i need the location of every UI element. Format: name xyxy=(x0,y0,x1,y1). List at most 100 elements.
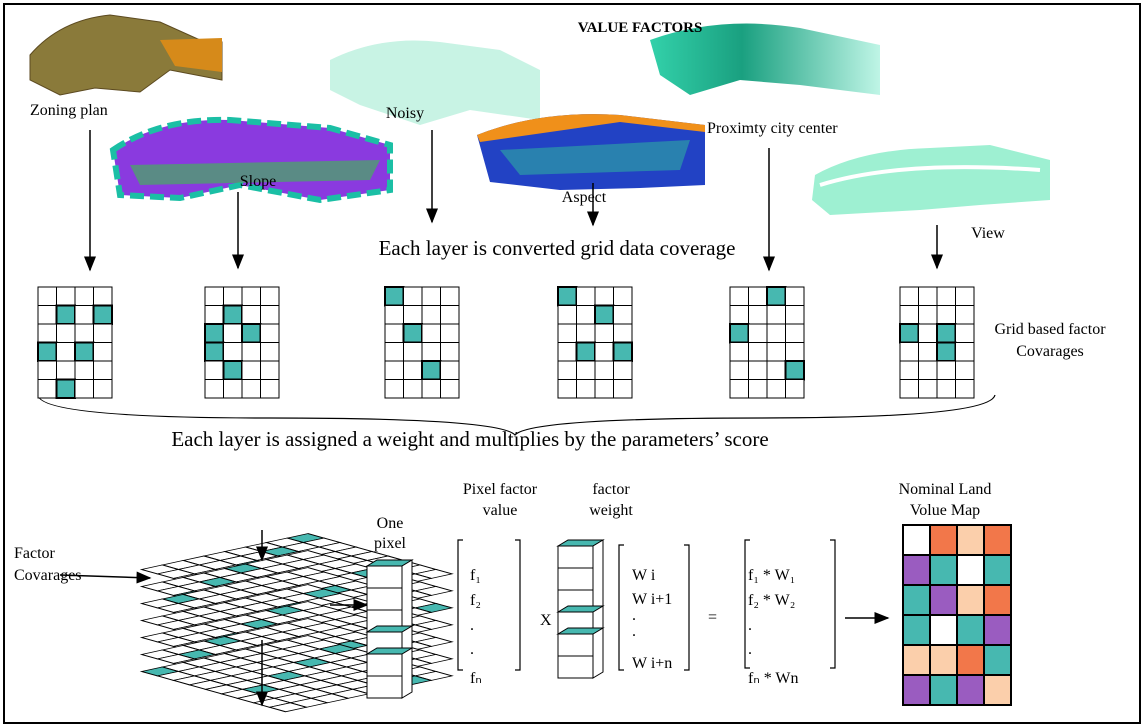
grid-cell xyxy=(614,306,633,325)
vector-item: . xyxy=(748,617,752,634)
grid-cell xyxy=(261,380,280,399)
map-cell xyxy=(903,525,930,555)
layer-label: Noisy xyxy=(386,105,424,122)
layer-label: Slope xyxy=(240,173,276,190)
vector-item: W i xyxy=(632,567,656,584)
grid-cell xyxy=(385,306,404,325)
map-cell xyxy=(957,675,984,705)
grid-cell xyxy=(730,306,749,325)
grid-cell xyxy=(75,380,94,399)
grid-cell xyxy=(956,324,975,343)
grid-cell xyxy=(900,361,919,380)
grid-cell xyxy=(441,287,460,306)
grid-cell xyxy=(94,380,113,399)
grid-cell xyxy=(441,380,460,399)
vector-item: W i+1 xyxy=(632,591,672,608)
grid-cell xyxy=(749,343,768,362)
grid-cell xyxy=(767,361,786,380)
grid-cell xyxy=(422,324,441,343)
grid-cell xyxy=(75,361,94,380)
grid-cell xyxy=(767,287,786,306)
grid-cell xyxy=(441,324,460,343)
grid-cell xyxy=(38,324,57,343)
grid-cell xyxy=(205,306,224,325)
grid-cell xyxy=(786,361,805,380)
map-cell xyxy=(930,675,957,705)
grid-cell xyxy=(767,343,786,362)
map-cell xyxy=(984,525,1011,555)
label: factor xyxy=(592,481,630,498)
vector-item: f₂ xyxy=(470,592,481,609)
grid-cell xyxy=(956,380,975,399)
grid-cell xyxy=(94,361,113,380)
vector-item: fₙ xyxy=(470,670,482,687)
grid-cell xyxy=(224,361,243,380)
grid-cell xyxy=(558,306,577,325)
grid-cell xyxy=(205,361,224,380)
vector-item: f₁ xyxy=(470,567,481,584)
grid-cell xyxy=(441,343,460,362)
grid-cell xyxy=(558,380,577,399)
grid-cell xyxy=(577,324,596,343)
vector-item: W i+n xyxy=(632,655,672,672)
grid-cell xyxy=(75,324,94,343)
grid-cell xyxy=(730,324,749,343)
grid-cell xyxy=(242,361,261,380)
grid-cell xyxy=(224,343,243,362)
grid-cell xyxy=(94,343,113,362)
grid-cell xyxy=(224,324,243,343)
label: value xyxy=(483,502,518,519)
grid-cell xyxy=(786,306,805,325)
grid-cell xyxy=(385,287,404,306)
layer-label: Zoning plan xyxy=(30,102,108,119)
grid-cell xyxy=(75,306,94,325)
vector-item: . xyxy=(632,607,636,624)
step-text: Each layer is assigned a weight and mult… xyxy=(171,427,768,451)
grid-cell xyxy=(956,287,975,306)
grid-cell xyxy=(57,324,76,343)
grid-cell xyxy=(749,287,768,306)
grid-cell xyxy=(577,343,596,362)
grid-cell xyxy=(595,380,614,399)
grid-cell xyxy=(730,361,749,380)
map-cell xyxy=(984,645,1011,675)
label: weight xyxy=(589,502,633,519)
grid-cell xyxy=(900,324,919,343)
grid-cell xyxy=(937,343,956,362)
map-cell xyxy=(957,645,984,675)
map-cell xyxy=(984,675,1011,705)
grid-cell xyxy=(242,343,261,362)
grid-cell xyxy=(937,306,956,325)
map-cell xyxy=(957,585,984,615)
grid-cell xyxy=(57,343,76,362)
pixel-box xyxy=(367,566,402,588)
vector-item: f₂ * W₂ xyxy=(748,592,795,609)
grid-cell xyxy=(404,306,423,325)
grid-cell xyxy=(385,361,404,380)
grid-cell xyxy=(558,324,577,343)
grid-cell xyxy=(595,287,614,306)
grid-cell xyxy=(730,287,749,306)
grid-cell xyxy=(558,343,577,362)
grid-cell xyxy=(422,380,441,399)
grid-cell xyxy=(38,287,57,306)
grid-cell xyxy=(94,287,113,306)
grid-cell xyxy=(38,361,57,380)
grid-cell xyxy=(900,287,919,306)
grid-cell xyxy=(937,324,956,343)
map-cell xyxy=(903,615,930,645)
label: One xyxy=(377,515,404,532)
grid-cell xyxy=(94,324,113,343)
grid-cell xyxy=(749,361,768,380)
grid-cell xyxy=(577,306,596,325)
grid-cell xyxy=(422,287,441,306)
map-cell xyxy=(903,645,930,675)
grid-cell xyxy=(404,380,423,399)
grid-cell xyxy=(749,324,768,343)
grid-cell xyxy=(242,306,261,325)
grid-cell xyxy=(242,324,261,343)
label: Pixel factor xyxy=(463,481,538,498)
vector-item: fₙ * Wn xyxy=(748,670,799,687)
label: Factor xyxy=(14,545,56,562)
grid-cell xyxy=(224,380,243,399)
